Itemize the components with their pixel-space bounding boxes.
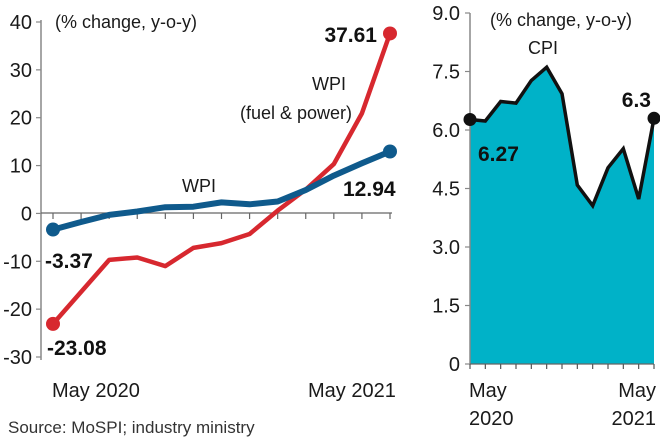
right-x-label-start-month: May [469, 380, 507, 402]
right-y-ticks: 9.0 7.5 6.0 4.5 3.0 1.5 0 [432, 3, 470, 376]
wpi-start-value-label: -3.37 [45, 250, 93, 273]
cpi-end-value-label: 6.3 [622, 89, 651, 112]
fuel-series-label-line2: (fuel & power) [240, 103, 352, 123]
right-x-label-start-year: 2020 [469, 408, 514, 430]
fuel-end-value-label: 37.61 [324, 24, 377, 47]
right-y-tick-label: 3.0 [432, 237, 460, 259]
series-line-cpi [469, 64, 656, 210]
right-y-tick-label: 9.0 [432, 3, 460, 25]
right-x-ticks [469, 364, 655, 369]
left-units-note: (% change, y-o-y) [55, 12, 197, 32]
wpi-chart: 40 30 20 10 0 -10 -20 -30 (% change, y-o-y) WPI… [3, 12, 397, 402]
left-y-tick-label: 20 [10, 108, 32, 130]
cpi-chart: 9.0 7.5 6.0 4.5 3.0 1.5 0 (% change, y-o-y) CP… [432, 3, 660, 430]
source-note: Source: MoSPI; industry ministry [8, 418, 255, 437]
left-y-tick-label: 0 [21, 203, 32, 225]
cpi-series-label: CPI [528, 38, 558, 58]
wpi-series-label: WPI [182, 176, 216, 196]
left-y-tick-label: 40 [10, 12, 32, 34]
left-y-tick-label: -30 [3, 347, 32, 369]
left-y-tick-label: -10 [3, 251, 32, 273]
series-line-wpi [50, 148, 393, 233]
cpi-start-value-label: 6.27 [478, 143, 519, 166]
right-units-note: (% change, y-o-y) [490, 10, 632, 30]
left-y-ticks: 40 30 20 10 0 -10 -20 -30 [3, 12, 41, 369]
fuel-start-marker [46, 316, 60, 331]
left-y-tick-label: -20 [3, 299, 32, 321]
cpi-start-marker [463, 112, 477, 126]
right-x-label-end-year: 2021 [612, 408, 657, 430]
wpi-end-marker [383, 144, 397, 159]
cpi-end-marker [647, 111, 660, 125]
wpi-end-value-label: 12.94 [343, 178, 396, 201]
right-y-tick-label: 0 [449, 354, 460, 376]
right-y-tick-label: 6.0 [432, 120, 460, 142]
fuel-series-label-line1: WPI [312, 74, 346, 94]
cpi-area-fill [470, 67, 654, 364]
left-x-label-end: May 2021 [308, 380, 396, 402]
fuel-start-value-label: -23.08 [47, 337, 107, 360]
left-y-tick-label: 10 [10, 156, 32, 178]
wpi-start-marker [46, 222, 60, 237]
right-x-label-end-month: May [618, 380, 656, 402]
left-y-tick-label: 30 [10, 60, 32, 82]
left-x-label-start: May 2020 [52, 380, 140, 402]
fuel-end-marker [383, 26, 397, 41]
right-y-tick-label: 4.5 [432, 179, 460, 201]
series-line-wpi-fuel-power [50, 31, 393, 327]
right-y-tick-label: 7.5 [432, 62, 460, 84]
right-y-tick-label: 1.5 [432, 296, 460, 318]
